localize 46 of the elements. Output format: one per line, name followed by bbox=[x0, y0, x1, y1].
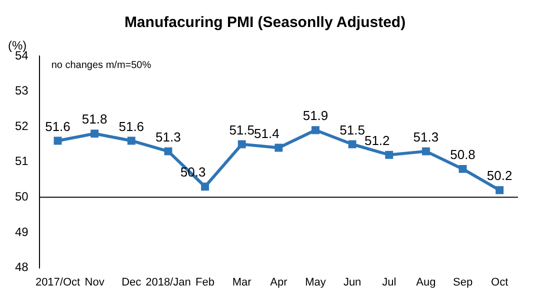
x-tick-label: Oct bbox=[491, 276, 508, 288]
data-label: 51.6 bbox=[118, 118, 144, 134]
y-tick-label: 51 bbox=[14, 154, 29, 168]
data-label: 51.3 bbox=[413, 129, 439, 144]
data-label: 51.4 bbox=[254, 126, 280, 141]
x-tick-label: Feb bbox=[196, 276, 215, 288]
point bbox=[496, 186, 504, 194]
x-tick-label: May bbox=[305, 276, 326, 288]
point bbox=[201, 182, 210, 191]
y-tick-label: 49 bbox=[14, 224, 29, 239]
x-tick-label: Dec bbox=[122, 276, 142, 288]
data-label: 51.8 bbox=[82, 112, 108, 127]
data-label: 50.2 bbox=[486, 168, 512, 184]
point bbox=[164, 147, 172, 156]
point bbox=[348, 140, 356, 148]
point bbox=[458, 164, 467, 173]
annotation: no changes m/m=50% bbox=[51, 60, 152, 71]
x-tick-label: Jun bbox=[343, 276, 362, 288]
point bbox=[54, 136, 62, 145]
point bbox=[422, 147, 430, 156]
y-tick-label: 48 bbox=[14, 260, 29, 274]
y-tick-label: 50 bbox=[14, 190, 29, 204]
data-label: 51.5 bbox=[340, 122, 365, 138]
y-tick-label: 52 bbox=[14, 118, 29, 133]
y-tick-label: 53 bbox=[14, 84, 29, 98]
x-tick-label: Apr bbox=[270, 276, 288, 288]
x-tick-label: Nov bbox=[84, 276, 105, 288]
data-label: 51.9 bbox=[302, 108, 328, 124]
data-label: 51.5 bbox=[229, 122, 255, 138]
data-label: 51.3 bbox=[156, 129, 181, 144]
chart-title: Manufacuring PMI (Seasonlly Adjusted) bbox=[124, 14, 406, 32]
point bbox=[274, 144, 283, 152]
x-tick-label: 2018/Jan bbox=[146, 276, 191, 288]
x-tick-label: Jul bbox=[382, 276, 396, 288]
point bbox=[385, 150, 394, 159]
point bbox=[312, 126, 320, 134]
x-tick-label: 2017/Oct bbox=[35, 276, 80, 288]
point bbox=[238, 140, 246, 148]
point bbox=[90, 130, 99, 138]
point bbox=[127, 136, 136, 145]
data-label: 51.6 bbox=[45, 118, 70, 134]
x-tick-label: Sep bbox=[452, 276, 473, 288]
x-tick-label: Aug bbox=[416, 276, 436, 288]
data-label: 50.8 bbox=[450, 147, 476, 162]
x-tick-label: Mar bbox=[232, 276, 252, 288]
data-label: 51.2 bbox=[364, 132, 390, 148]
